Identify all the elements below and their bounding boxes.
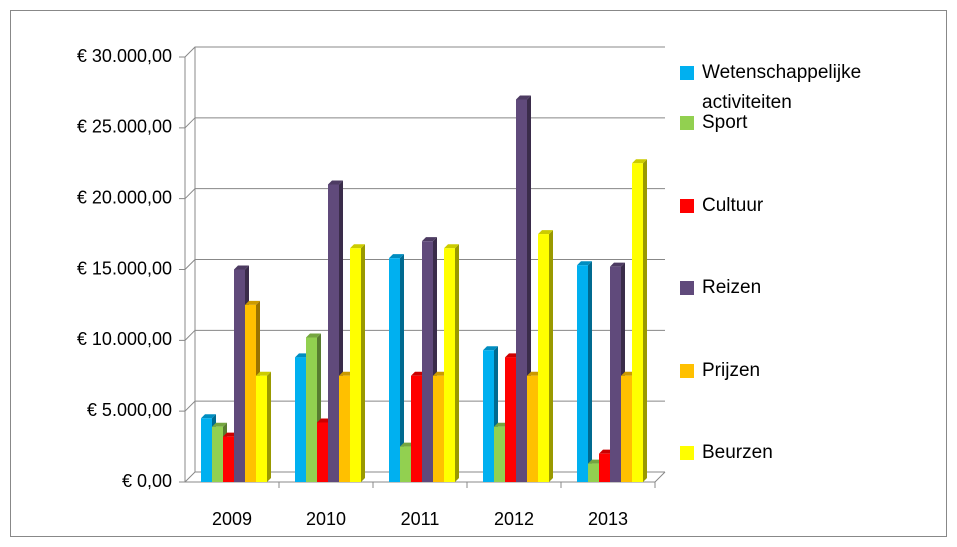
grid-line <box>179 117 665 129</box>
bar-front <box>256 375 267 482</box>
legend-label: Wetenschappelijke activiteiten <box>702 62 862 113</box>
bar-front <box>433 375 444 482</box>
bar-front <box>516 99 527 482</box>
legend-item: Cultuur <box>680 191 922 221</box>
legend-swatch <box>680 198 694 213</box>
legend-label: Sport <box>702 112 748 133</box>
bar <box>256 371 271 482</box>
bar-side <box>267 371 271 482</box>
bar-top <box>483 346 498 351</box>
y-tick-label: € 10.000,00 <box>77 329 172 349</box>
bar <box>577 261 592 482</box>
bar-front <box>400 446 411 482</box>
bar-top <box>328 180 343 185</box>
bar-front <box>339 375 350 482</box>
chart-border <box>10 10 947 537</box>
y-tick-label: € 25.000,00 <box>77 117 172 137</box>
bar-front <box>295 357 306 482</box>
bar-top <box>350 244 365 249</box>
y-tick-label: € 0,00 <box>122 471 172 491</box>
bar-front <box>483 350 494 482</box>
y-tick-label: € 15.000,00 <box>77 258 172 278</box>
bar-top <box>245 300 260 305</box>
bar-top <box>389 254 404 259</box>
y-tick-label: € 20.000,00 <box>77 187 172 207</box>
bar <box>389 254 404 482</box>
grid-line <box>179 46 665 58</box>
bar-top <box>201 414 216 419</box>
legend-label: Reizen <box>702 277 762 298</box>
x-tick-label: 2012 <box>494 509 534 529</box>
y-tick-label: € 30.000,00 <box>77 46 172 66</box>
legend-swatch <box>680 446 694 460</box>
legend-swatch <box>680 66 694 80</box>
bar-front <box>411 375 422 482</box>
legend-item: Sport <box>680 108 922 138</box>
bar-front <box>577 265 588 482</box>
x-tick-label: 2011 <box>401 509 440 529</box>
bar-top <box>577 261 592 266</box>
bar-side <box>643 159 647 482</box>
bar-front <box>527 375 538 482</box>
legend-swatch <box>680 281 694 295</box>
legend-label: Prijzen <box>702 359 761 381</box>
bar-front <box>588 463 599 482</box>
bar-top <box>632 159 647 164</box>
bar-front <box>389 258 400 482</box>
bar-front <box>328 184 339 482</box>
bar-front <box>621 375 632 482</box>
bar-front <box>223 436 234 482</box>
bar-side <box>588 261 592 482</box>
bar <box>444 244 459 482</box>
bar-top <box>610 262 625 267</box>
bar-front <box>538 234 549 482</box>
bar-front <box>599 453 610 482</box>
bar-front <box>306 337 317 482</box>
bar-top <box>212 422 227 427</box>
bar-front <box>245 304 256 482</box>
bar-side <box>455 244 459 482</box>
bar-side <box>400 254 404 482</box>
bar-top <box>538 230 553 235</box>
bar-top <box>306 333 321 338</box>
bar-front <box>317 422 328 482</box>
legend-item: Prijzen <box>680 356 922 386</box>
legend-swatch <box>680 116 694 130</box>
bar-front <box>632 163 643 482</box>
bar-front <box>201 418 212 482</box>
grid-line <box>179 188 665 200</box>
bar-side <box>361 244 365 482</box>
bar-top <box>256 371 271 376</box>
bar-front <box>350 248 361 482</box>
bar <box>350 244 365 482</box>
bar-front <box>444 248 455 482</box>
bar-top <box>422 237 437 242</box>
legend-swatch <box>680 363 694 378</box>
x-tick-label: 2010 <box>306 509 346 529</box>
legend-item: Wetenschappelijke activiteiten <box>680 58 882 118</box>
bar-front <box>494 426 505 482</box>
legend-item: Beurzen <box>680 438 922 468</box>
bar <box>632 159 647 482</box>
legend-label: Cultuur <box>702 194 764 216</box>
legend-item: Reizen <box>680 273 922 303</box>
y-tick-label: € 5.000,00 <box>87 400 172 420</box>
bar <box>538 230 553 482</box>
bar-front <box>610 266 621 482</box>
bar-top <box>444 244 459 249</box>
bar-front <box>212 426 223 482</box>
bar-front <box>422 241 433 482</box>
legend-label: Beurzen <box>702 442 773 463</box>
bar-top <box>234 265 249 270</box>
bar-top <box>516 95 531 100</box>
bar-side <box>549 230 553 482</box>
bar-front <box>505 357 516 482</box>
x-tick-label: 2013 <box>588 509 628 529</box>
bar-front <box>234 269 245 482</box>
x-tick-label: 2009 <box>212 509 252 529</box>
